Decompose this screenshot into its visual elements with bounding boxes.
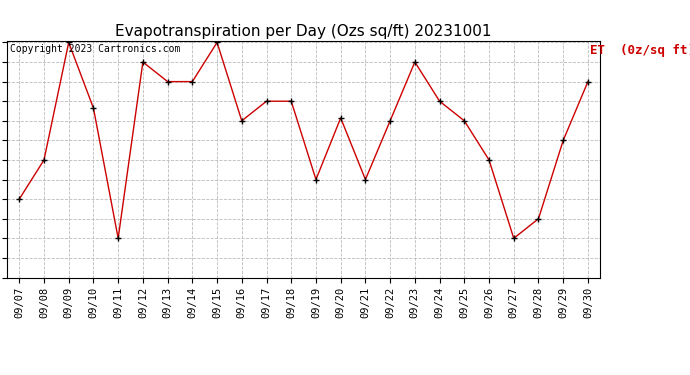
Text: Copyright 2023 Cartronics.com: Copyright 2023 Cartronics.com <box>10 44 180 54</box>
Text: ET  (0z/sq ft): ET (0z/sq ft) <box>590 44 690 57</box>
Title: Evapotranspiration per Day (Ozs sq/ft) 20231001: Evapotranspiration per Day (Ozs sq/ft) 2… <box>115 24 492 39</box>
